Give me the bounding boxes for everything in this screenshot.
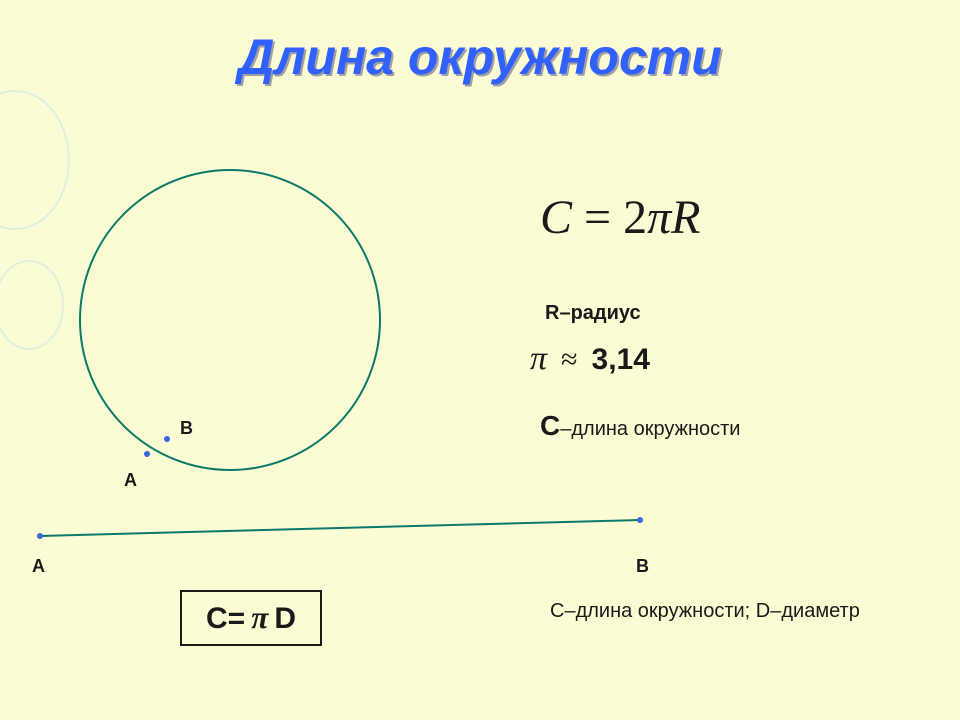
cd-definition-label: C–длина окружности; D–диаметр [550, 600, 860, 623]
formula-c2: C= [206, 602, 245, 636]
line-point-b [637, 517, 643, 523]
line-point-label-a: A [32, 556, 45, 577]
line-point-a [37, 533, 43, 539]
formula-d: D [274, 602, 296, 636]
line-point-label-b: B [636, 556, 649, 577]
pi-glyph-2: π [251, 600, 268, 636]
line-ab [40, 520, 640, 536]
formula-c-pid-box: C= π D [180, 590, 322, 646]
